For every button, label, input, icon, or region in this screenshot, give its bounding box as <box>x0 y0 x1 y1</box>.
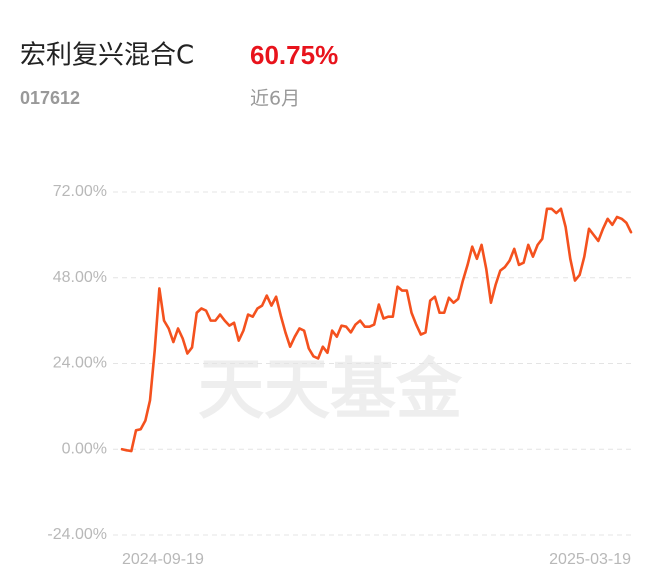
fund-code: 017612 <box>20 88 80 108</box>
y-tick-label: 72.00% <box>53 183 107 200</box>
return: 60.75% <box>250 40 338 70</box>
y-tick-label: 48.00% <box>53 269 107 286</box>
y-tick-label: 24.00% <box>53 355 107 372</box>
x-tick-label: 2024-09-19 <box>122 551 204 568</box>
y-tick-label: 0.00% <box>62 440 107 457</box>
x-tick-label: 2025-03-19 <box>549 551 631 568</box>
y-tick-label: -24.00% <box>47 526 107 543</box>
fund-name: 宏利复兴混合C <box>20 41 194 71</box>
period: 近6月 <box>250 88 300 110</box>
line <box>120 207 633 453</box>
watermark: 天天基金 <box>198 350 463 428</box>
